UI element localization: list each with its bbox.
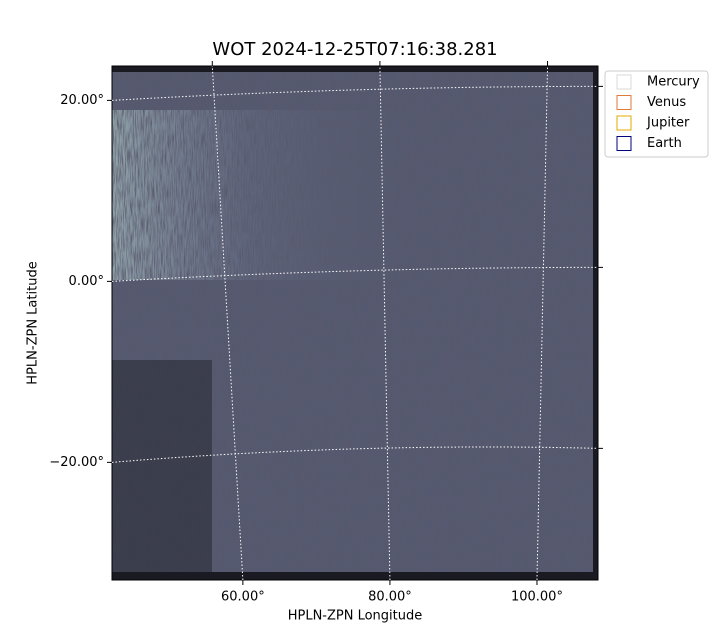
- grid-line: [111, 85, 599, 101]
- y-tick-label: 20.00°: [60, 93, 104, 108]
- chart-title: WOT 2024-12-25T07:16:38.281: [212, 39, 497, 60]
- legend: [604, 70, 709, 158]
- legend-marker: [616, 115, 632, 131]
- image-edge: [593, 66, 598, 580]
- x-tick-label: 80.00°: [368, 590, 412, 605]
- legend-label: Jupiter: [646, 116, 690, 131]
- grid-line: [379, 65, 391, 581]
- legend-label: Earth: [647, 136, 682, 151]
- y-tick-label: 0.00°: [69, 274, 104, 289]
- grid-line: [111, 266, 599, 282]
- grid-line: [536, 65, 549, 581]
- x-axis-label: HPLN-ZPN Longitude: [288, 609, 423, 624]
- axes-frame: [111, 65, 599, 581]
- legend-label: Venus: [647, 95, 686, 110]
- legend-marker: [616, 136, 632, 151]
- grid-line: [111, 446, 599, 463]
- image-edge: [112, 572, 598, 580]
- image-dark-region: [112, 360, 212, 580]
- image-noise: [112, 66, 598, 580]
- y-tick-label: −20.00°: [49, 455, 104, 470]
- legend-marker: [616, 74, 632, 90]
- x-tick-label: 60.00°: [221, 590, 265, 605]
- legend-marker: [616, 95, 632, 110]
- legend-label: Mercury: [647, 75, 700, 90]
- x-tick-label: 100.00°: [511, 590, 563, 605]
- image-edge: [112, 66, 598, 72]
- y-axis-label: HPLN-ZPN Latitude: [26, 261, 41, 384]
- image: [112, 66, 598, 580]
